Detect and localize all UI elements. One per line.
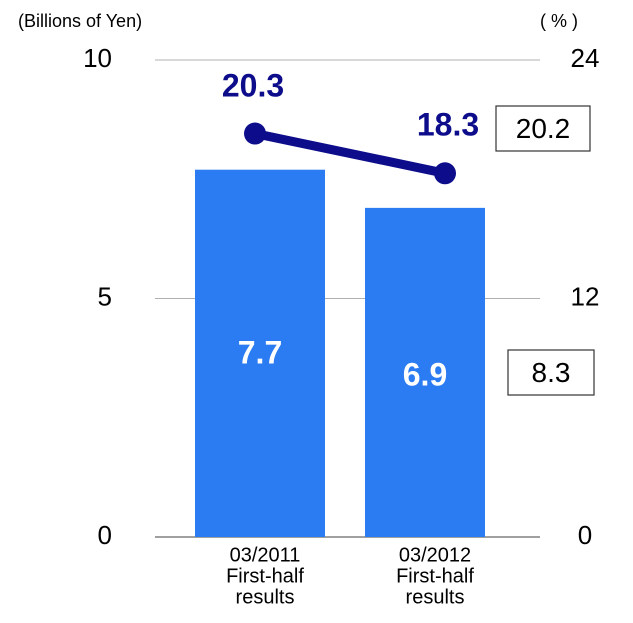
y-tick-label: 10 [83, 43, 112, 73]
x-tick-label: First-half [226, 565, 304, 587]
line [254, 129, 446, 178]
x-tick-label: results [406, 586, 465, 608]
annotation-box [507, 349, 595, 396]
y2-tick-label: 24 [571, 43, 600, 73]
bar [365, 207, 485, 537]
x-tick-label: 03/2012 [399, 544, 471, 566]
annotation: 8.3 [532, 357, 571, 388]
annotation: 20.2 [516, 113, 571, 144]
y2-tick-label: 0 [578, 520, 592, 550]
y2-axis-label: ( % ) [540, 11, 578, 31]
line-point [434, 162, 456, 185]
bar-value-label: 7.7 [238, 334, 282, 370]
bar [195, 169, 325, 537]
x-tick-label: results [236, 586, 295, 608]
y-axis-label: (Billions of Yen) [18, 11, 142, 31]
y2-tick-label: 12 [571, 281, 600, 311]
line-value-label: 18.3 [417, 106, 479, 142]
annotation-box [495, 105, 591, 152]
y-tick-label: 0 [98, 520, 112, 550]
x-tick-label: First-half [396, 565, 474, 587]
x-tick-label: 03/2011 [230, 544, 301, 566]
line-value-label: 20.3 [222, 67, 284, 103]
bar-value-label: 6.9 [403, 356, 447, 392]
y-tick-label: 5 [98, 281, 112, 311]
line-point [244, 122, 266, 145]
